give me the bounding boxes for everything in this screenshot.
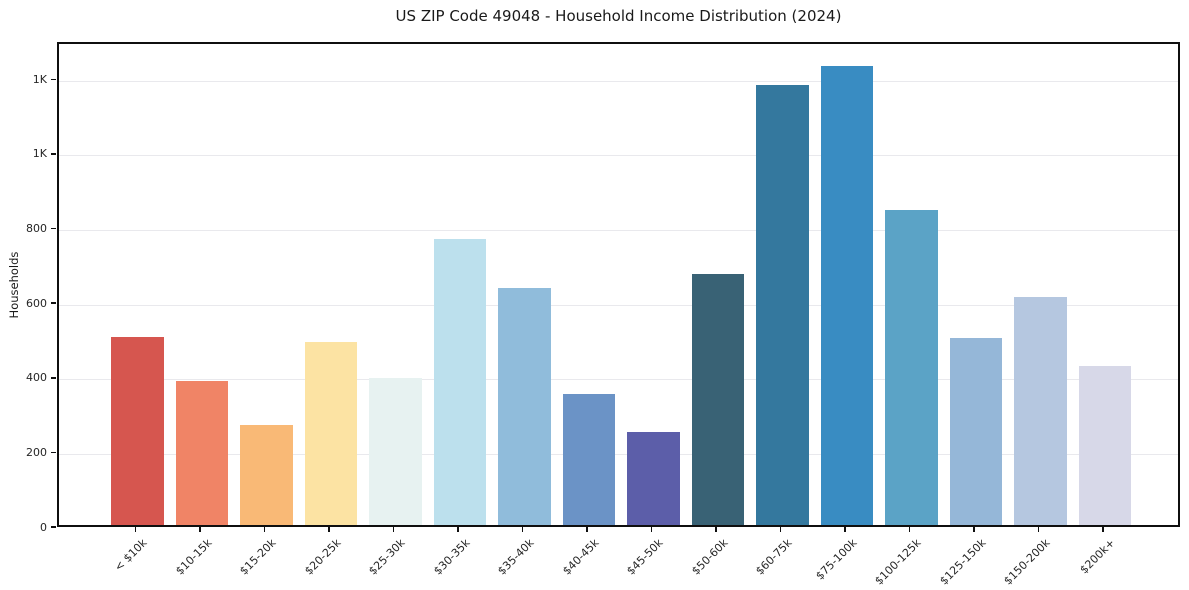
y-tick-label: 200 [26, 445, 47, 459]
x-tick-mark [457, 527, 459, 532]
y-tick-label: 1K [32, 72, 47, 86]
x-tick-label: $40-45k [560, 536, 602, 578]
bar--200k- [1078, 365, 1132, 525]
bar--75-100k [820, 65, 874, 525]
x-tick-mark [199, 527, 201, 532]
y-tick-mark [51, 451, 56, 454]
x-tick-mark [392, 527, 395, 532]
x-tick-label: $25-30k [366, 536, 408, 578]
bar--125-150k [949, 338, 1003, 525]
x-tick-mark [328, 527, 330, 532]
x-tick-mark [1037, 527, 1040, 532]
y-tick-mark [51, 377, 56, 379]
bar--40-45k [562, 393, 616, 525]
x-tick-label: $35-40k [495, 536, 537, 578]
y-axis-label: Households [7, 251, 21, 319]
gridline [59, 304, 1178, 306]
x-tick-label: $150-200k [1001, 536, 1053, 588]
x-tick-label: $10-15k [173, 536, 215, 578]
x-tick-mark [521, 527, 524, 532]
y-tick-label: 800 [26, 222, 47, 236]
x-tick-mark [779, 527, 782, 532]
x-tick-mark [650, 527, 653, 532]
bar--35-40k [498, 287, 551, 525]
x-tick-label: $200k+ [1077, 536, 1118, 577]
y-tick-mark [51, 227, 56, 230]
x-tick-mark [908, 527, 911, 532]
x-tick-label: $15-20k [237, 536, 279, 578]
x-tick-label: $75-100k [813, 536, 860, 583]
bar--45-50k [627, 432, 680, 525]
y-tick-mark [51, 526, 56, 528]
x-tick-mark [134, 527, 137, 532]
x-tick-mark [586, 527, 588, 532]
gridline [59, 379, 1178, 381]
gridline [59, 453, 1178, 455]
x-tick-label: $45-50k [624, 536, 666, 578]
bar--15-20k [240, 425, 293, 525]
y-tick-mark [51, 153, 56, 155]
x-tick-mark [1102, 527, 1104, 532]
bar--20-25k [304, 342, 358, 525]
bar--100-125k [885, 209, 938, 525]
x-tick-label: $20-25k [302, 536, 344, 578]
x-tick-mark [263, 527, 266, 532]
chart-title: US ZIP Code 49048 - Household Income Dis… [395, 7, 842, 25]
bar--25-30k [369, 377, 422, 525]
x-tick-mark [844, 527, 846, 532]
x-tick-label: $125-150k [937, 536, 989, 588]
plot-area [57, 42, 1180, 527]
y-tick-mark [51, 302, 56, 304]
bar--50-60k [691, 274, 745, 525]
x-tick-label: < $10k [112, 536, 150, 574]
gridline [59, 155, 1178, 157]
x-tick-mark [973, 527, 975, 532]
gridline [59, 80, 1178, 82]
bar--150-200k [1014, 296, 1067, 525]
y-tick-label: 0 [40, 520, 47, 534]
x-tick-label: $50-60k [689, 536, 731, 578]
bar--10-15k [175, 380, 229, 525]
x-tick-label: $30-35k [431, 536, 473, 578]
bar--10k [111, 336, 164, 525]
x-tick-label: $100-125k [872, 536, 924, 588]
y-tick-label: 1K [32, 147, 47, 161]
y-tick-mark [51, 78, 56, 81]
gridline [59, 230, 1178, 232]
x-tick-label: $60-75k [753, 536, 795, 578]
bar--60-75k [756, 85, 809, 525]
y-tick-label: 400 [26, 371, 47, 385]
bar--30-35k [433, 239, 487, 525]
y-tick-label: 600 [26, 296, 47, 310]
x-tick-mark [715, 527, 717, 532]
